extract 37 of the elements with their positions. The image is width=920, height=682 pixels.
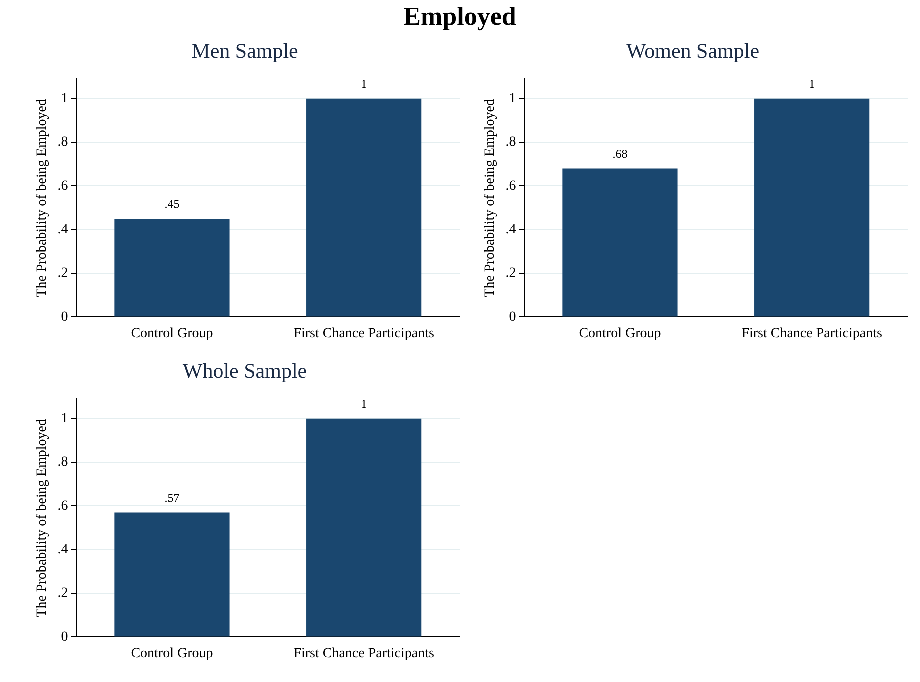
data-label: 1 — [361, 397, 368, 412]
data-label: 1 — [809, 77, 816, 92]
data-label: .45 — [164, 197, 180, 212]
y-tick-label: 0 — [509, 310, 516, 325]
y-tick-label: 1 — [61, 412, 68, 427]
y-tick-label: .2 — [506, 266, 516, 282]
text: Employed — [402, 2, 518, 32]
y-tick-label: .2 — [58, 266, 68, 282]
x-tick-label: First Chance Participants — [294, 326, 434, 342]
y-tick-label: 0 — [61, 630, 68, 645]
y-tick-label: .6 — [58, 178, 68, 194]
data-label: .57 — [164, 490, 180, 505]
data-label: 1 — [361, 77, 368, 92]
y-axis-title: The Probability of being Employed — [35, 99, 50, 298]
y-tick-label: .8 — [506, 135, 516, 150]
y-tick-label: .4 — [58, 542, 68, 558]
x-tick-label: Control Group — [131, 646, 214, 662]
y-tick-label: .8 — [58, 455, 68, 470]
y-tick-label: 1 — [61, 92, 68, 107]
x-tick-label: Control Group — [579, 326, 662, 342]
y-tick-label: 1 — [509, 92, 516, 107]
y-tick-label: .4 — [506, 222, 516, 238]
y-tick-label: .6 — [58, 498, 68, 514]
y-tick-label: .4 — [58, 222, 68, 238]
y-tick-label: .6 — [506, 178, 516, 194]
chart-title: Whole Sample — [182, 359, 308, 384]
y-tick-label: 0 — [61, 310, 68, 325]
chart-title: Women Sample — [626, 39, 760, 64]
x-tick-label: First Chance Participants — [742, 326, 882, 342]
y-tick-label: .2 — [58, 586, 68, 602]
data-label: .68 — [612, 146, 628, 161]
x-tick-label: First Chance Participants — [294, 646, 434, 662]
y-axis-title: The Probability of being Employed — [35, 419, 50, 618]
x-tick-label: Control Group — [131, 326, 214, 342]
chart-title: Men Sample — [192, 39, 298, 64]
y-tick-label: .8 — [58, 135, 68, 150]
y-axis-title: The Probability of being Employed — [483, 99, 498, 298]
